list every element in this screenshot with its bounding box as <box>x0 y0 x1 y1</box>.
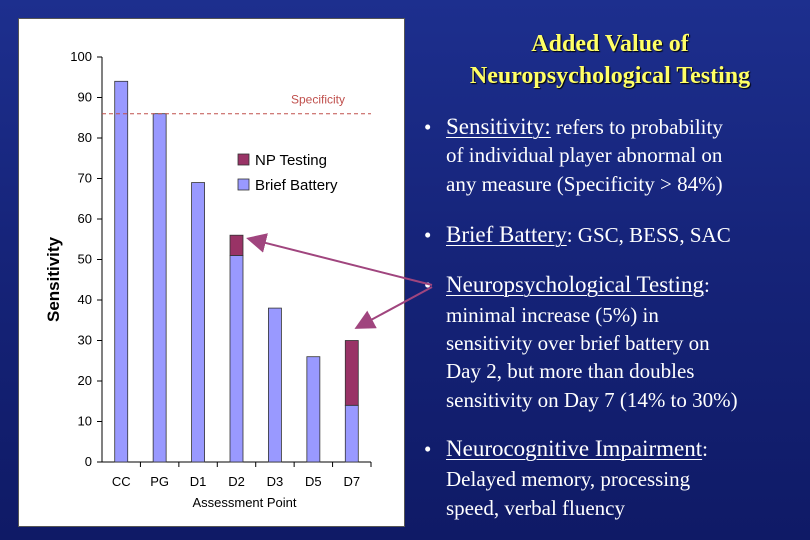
y-tick-label: 100 <box>70 49 92 64</box>
bullet-text: : <box>703 273 710 297</box>
specificity-label: Specificity <box>291 93 345 107</box>
bar-np-testing-d7 <box>344 340 359 406</box>
bullet-np-testing: • Neuropsychological Testing: <box>424 270 710 300</box>
y-tick-label: 20 <box>78 373 92 388</box>
y-tick-label: 60 <box>78 211 92 226</box>
x-tick-label: CC <box>112 474 131 489</box>
x-tick-label: D1 <box>190 474 207 489</box>
x-tick-label: D2 <box>228 474 245 489</box>
legend-swatch <box>237 153 250 166</box>
sensitivity-chart: 0 10 20 30 40 50 60 70 80 90 100 CC PG D1 D2 D3 D5 D7 Spec… <box>44 49 372 510</box>
legend-box <box>233 143 357 203</box>
y-tick-label: 70 <box>78 171 92 186</box>
y-tick-label: 90 <box>78 90 92 105</box>
bullet-continuation: speed, verbal fluency <box>446 496 626 520</box>
bullet-continuation: Delayed memory, processing <box>446 467 691 491</box>
bar-brief-battery-pg <box>152 113 167 463</box>
bullet-neurocognitive: • Neurocognitive Impairment: <box>424 434 708 464</box>
legend-label: NP Testing <box>255 152 327 169</box>
bullet-continuation: any measure (Specificity > 84%) <box>446 172 723 196</box>
bar-brief-battery-d2 <box>229 255 244 463</box>
bullet-dot: • <box>424 437 432 461</box>
legend-label: Brief Battery <box>255 177 338 194</box>
x-tick-label: D7 <box>343 474 360 489</box>
y-tick-label: 0 <box>85 454 92 469</box>
bullet-sensitivity: • Sensitivity: refers to probability <box>424 112 723 142</box>
bullet-text: : <box>702 437 708 461</box>
x-tick-label: D3 <box>267 474 284 489</box>
x-tick-label: D5 <box>305 474 322 489</box>
bar-brief-battery-cc <box>114 80 129 463</box>
bullet-brief-battery: • Brief Battery: GSC, BESS, SAC <box>424 220 731 250</box>
bullet-term: Neurocognitive Impairment <box>446 436 703 461</box>
bullet-continuation: sensitivity over brief battery on <box>446 331 710 355</box>
x-tick-label: PG <box>150 474 169 489</box>
bar-brief-battery-d7 <box>344 404 359 463</box>
bar-brief-battery-d1 <box>191 182 205 463</box>
slide-title: Added Value of Neuropsychological Testin… <box>410 28 810 92</box>
bullet-term: Sensitivity: <box>446 114 551 139</box>
y-tick-label: 30 <box>78 333 92 348</box>
bullet-term: Neuropsychological Testing <box>446 272 704 297</box>
y-tick-label: 50 <box>78 252 92 267</box>
bullet-continuation: minimal increase (5%) in <box>446 303 659 327</box>
bar-np-testing-d2 <box>229 234 244 256</box>
bullet-text: : GSC, BESS, SAC <box>566 223 731 247</box>
bullet-continuation: sensitivity on Day 7 (14% to 30%) <box>446 388 738 412</box>
legend-swatch <box>237 178 250 191</box>
chart-panel: 0 10 20 30 40 50 60 70 80 90 100 CC PG D1 D2 D3 D5 D7 Spec… <box>18 18 405 527</box>
bullet-dot: • <box>424 273 432 297</box>
bullet-term: Brief Battery <box>446 222 567 247</box>
y-axis-title: Sensitivity <box>44 236 63 322</box>
title-line-1: Added Value of <box>531 31 689 57</box>
x-axis-title: Assessment Point <box>192 495 296 510</box>
y-tick-label: 40 <box>78 292 92 307</box>
bullet-continuation: of individual player abnormal on <box>446 143 723 167</box>
bullet-continuation: Day 2, but more than doubles <box>446 359 695 383</box>
bar-brief-battery-d3 <box>268 307 282 463</box>
bar-brief-battery-d5 <box>306 356 321 463</box>
y-tick-label: 10 <box>78 414 92 429</box>
bullet-dot: • <box>424 223 432 247</box>
bullet-text: refers to probability <box>550 115 723 139</box>
y-tick-label: 80 <box>78 130 92 145</box>
title-line-2: Neuropsychological Testing <box>469 63 751 89</box>
bullet-dot: • <box>424 115 432 139</box>
